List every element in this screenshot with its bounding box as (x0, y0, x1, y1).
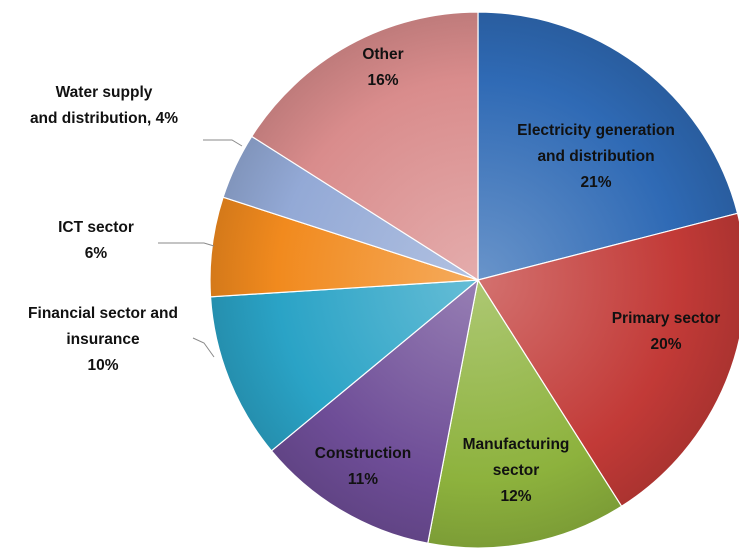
slice-label-line: insurance (66, 331, 140, 348)
pie-slice-manufacturing (427, 278, 623, 549)
slice-label: Other 16% (362, 46, 403, 89)
slice-label: Financial sector and insurance 10% (28, 305, 178, 374)
slice-label: Construction 11% (315, 445, 411, 488)
slice-label-line: 16% (367, 72, 398, 89)
slice-label: ICT sector 6% (58, 219, 134, 262)
slice-label-line: Other (362, 46, 403, 63)
slice-label-line: Construction (315, 445, 411, 462)
slice-label-line: 21% (580, 174, 611, 191)
slice-label-line: 11% (348, 471, 378, 488)
leader-lines (158, 139, 243, 358)
leader-line (192, 337, 215, 358)
slice-label-line: Primary sector (612, 310, 721, 327)
pie-slices (209, 11, 739, 549)
slice-label-line: and distribution, 4% (30, 110, 178, 127)
slice-label-line: and distribution (537, 148, 654, 165)
pie-slice-other (250, 11, 479, 282)
slice-label-line: Manufacturing (463, 436, 570, 453)
slice-label-line: sector (493, 462, 540, 479)
slice-label-line: 12% (500, 488, 531, 505)
slice-label-line: 20% (650, 336, 681, 353)
slice-labels: Electricity generation and distribution 21… (28, 46, 720, 505)
slice-label-line: 6% (85, 245, 108, 262)
slice-label-line: Electricity generation (517, 122, 675, 139)
slice-label: Electricity generation and distribution 21… (517, 122, 675, 191)
slice-label-line: Water supply (56, 84, 153, 101)
slice-label: Water supply and distribution, 4% (30, 84, 178, 127)
slice-label-line: Financial sector and (28, 305, 178, 322)
pie-slice-financial-sector-and (209, 279, 480, 452)
slice-label: Manufacturing sector 12% (463, 436, 570, 505)
leader-line (158, 242, 215, 247)
leader-line (203, 139, 243, 147)
pie-slice-construction (270, 278, 479, 544)
pie-slice-electricity-generation (477, 11, 739, 281)
slice-label-line: ICT sector (58, 219, 134, 236)
slice-label: Primary sector 20% (612, 310, 721, 353)
slice-label-line: 10% (87, 357, 118, 374)
pie-slice-primary-sector (477, 212, 739, 508)
